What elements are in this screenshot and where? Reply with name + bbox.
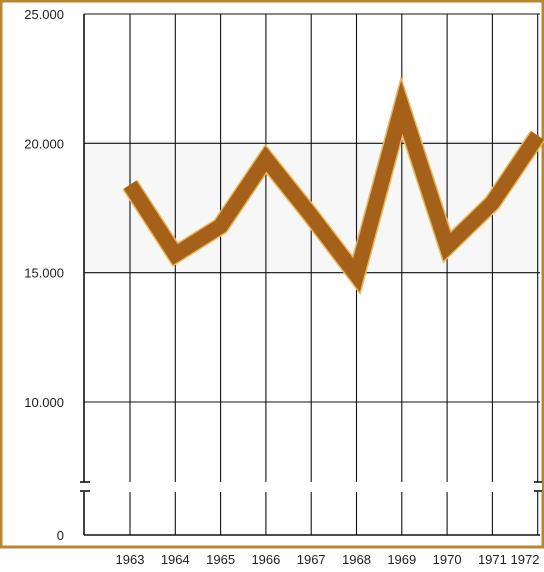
data-point [174,253,177,256]
x-tick-label: 1968 [342,552,371,567]
x-tick-label: 1964 [161,552,190,567]
chart-frame [0,0,544,549]
y-tick-label: 0 [57,528,64,543]
x-tick-label: 1965 [206,552,235,567]
data-point [446,245,449,248]
y-tick-label: 15.000 [24,266,64,281]
series-line [123,80,544,292]
x-tick-label: 1963 [116,552,145,567]
x-axis-tick-labels: 1963 1964 1965 1966 1967 1968 1969 1970 1971 1972 [116,552,540,567]
data-point [219,225,222,228]
y-axis-tick-labels: 25.000 20.000 15.000 10.000 0 [24,7,64,543]
y-tick-label: 20.000 [24,136,64,151]
axis-break-gap [78,482,542,492]
x-tick-label: 1972 [511,552,540,567]
data-point [491,201,494,204]
y-tick-label: 10.000 [24,395,64,410]
data-point [400,106,403,109]
data-point [355,274,358,277]
x-tick-label: 1970 [433,552,462,567]
data-point [310,214,313,217]
x-tick-label: 1969 [387,552,416,567]
data-point [536,134,539,137]
data-series [122,75,544,296]
y-tick-label: 25.000 [24,7,64,22]
x-tick-label: 1966 [251,552,280,567]
axis-break [78,481,542,492]
x-tick-label: 1967 [297,552,326,567]
data-point [129,183,131,186]
x-tick-label: 1971 [478,552,507,567]
data-point [264,157,267,160]
